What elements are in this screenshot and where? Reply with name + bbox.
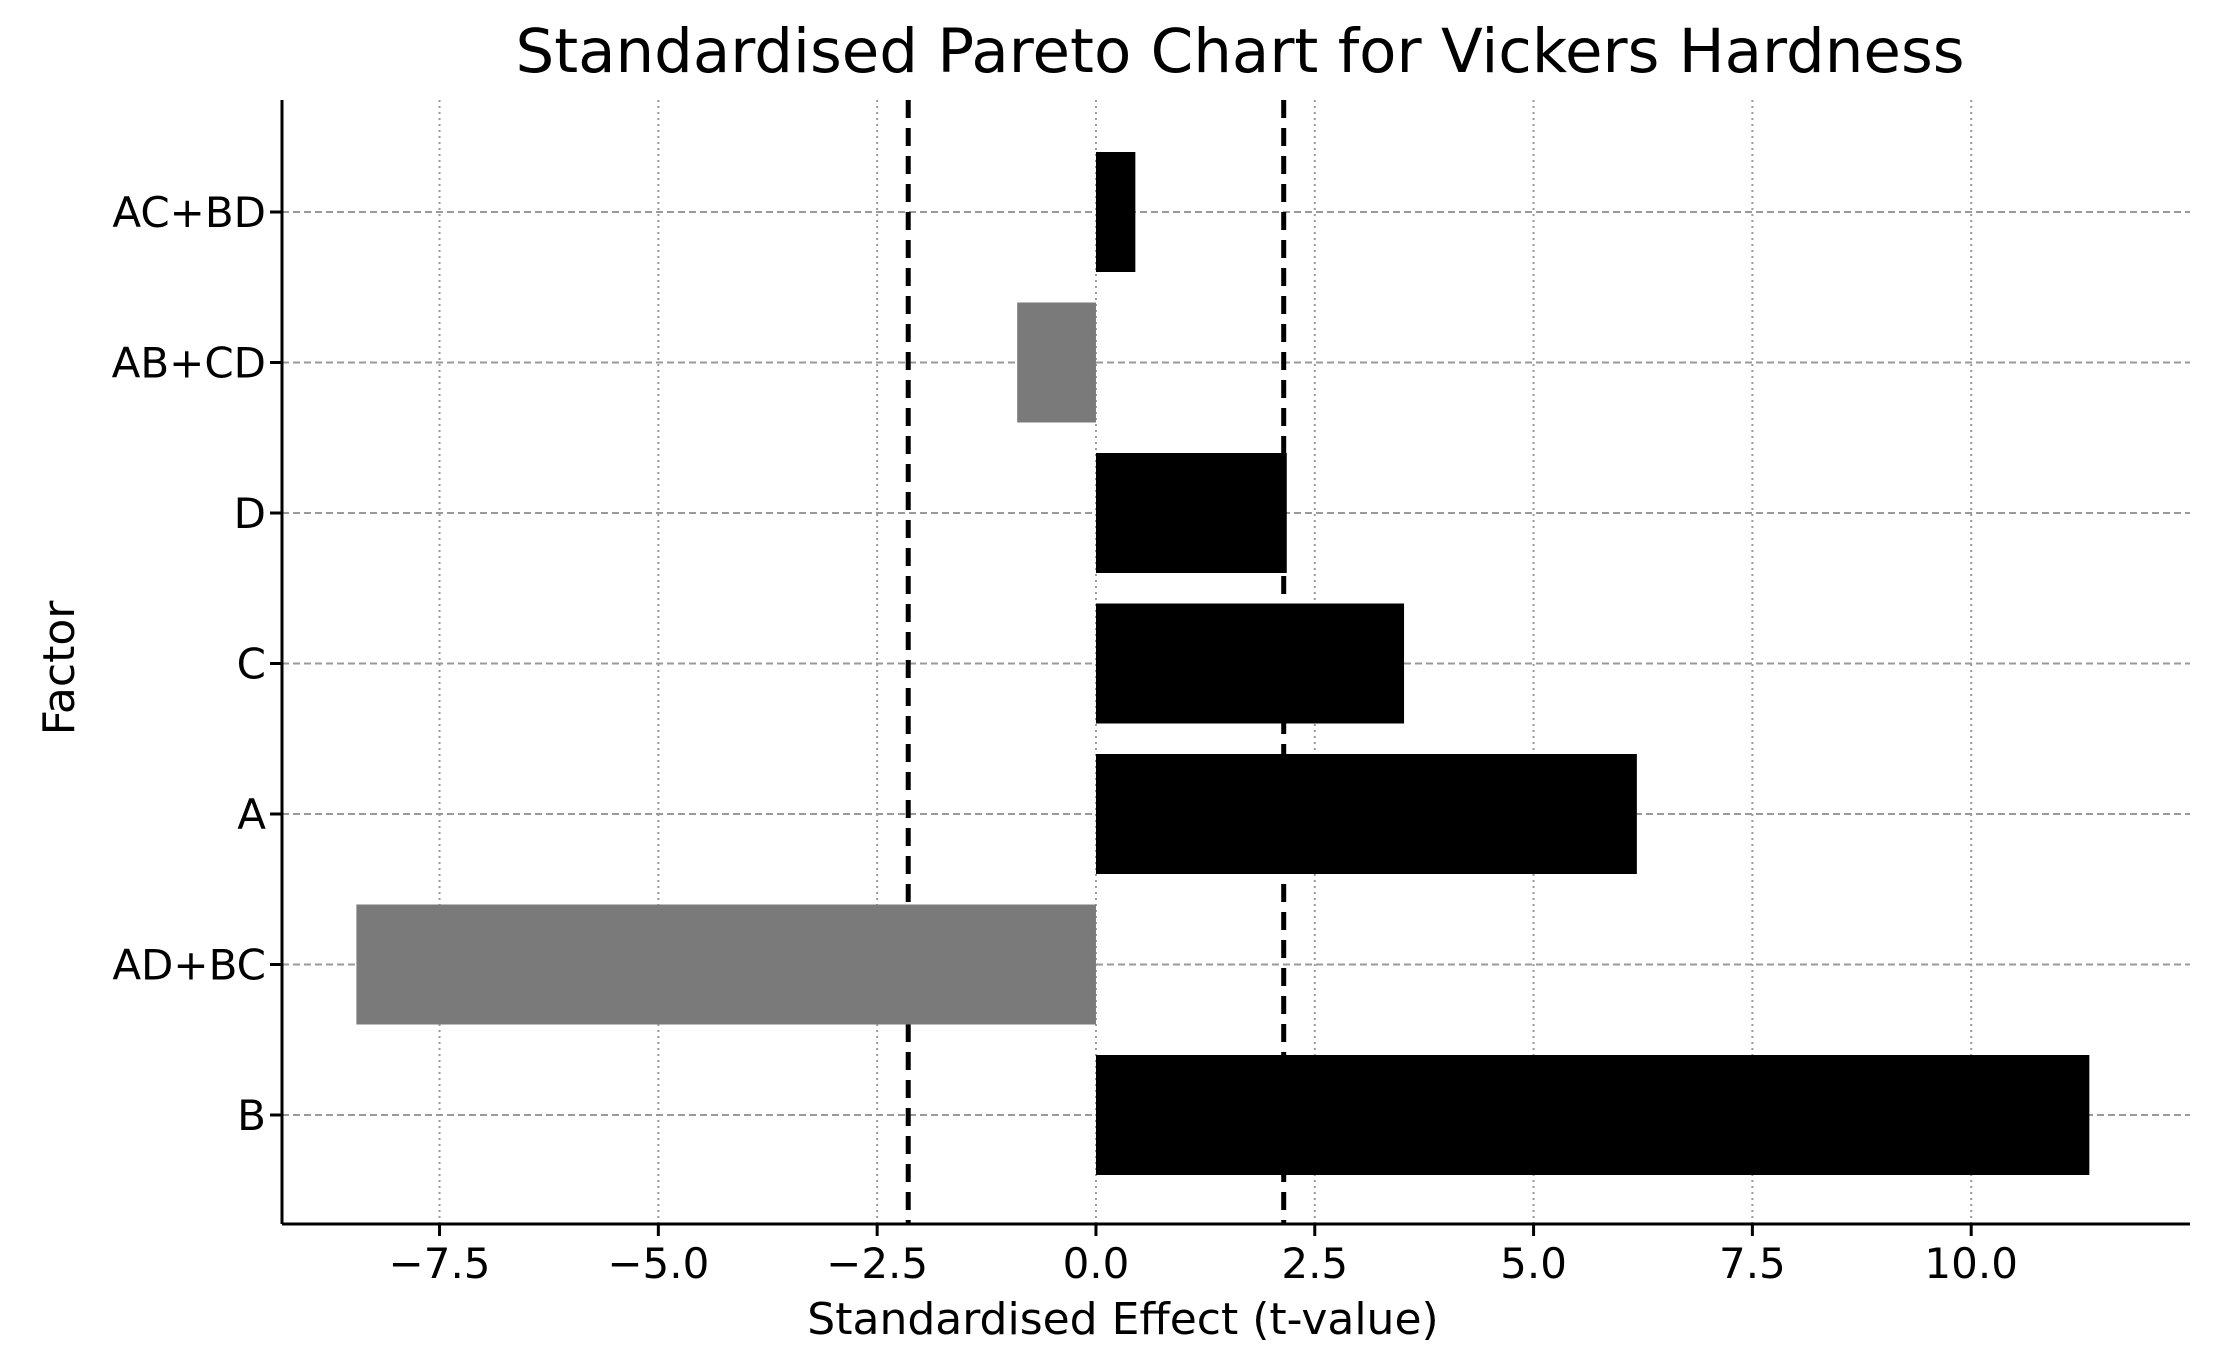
bar-ac-plus-bd (1095, 152, 1136, 272)
y-tick-label: AC+BD (112, 188, 266, 237)
chart-title: Standardised Pareto Chart for Vickers Ha… (515, 16, 1964, 87)
x-tick-label: 0.0 (1063, 1239, 1130, 1288)
y-tick-label: B (237, 1091, 266, 1140)
x-axis-label: Standardised Effect (t-value) (807, 1294, 1438, 1345)
tick-labels: −7.5 −5.0 −2.5 0.0 2.5 5.0 7.5 10.0 B AD+BC A C D AB+… (112, 188, 2018, 1288)
x-tick-label: 2.5 (1281, 1239, 1348, 1288)
x-tick-label: 10.0 (1924, 1239, 2018, 1288)
y-tick-label: C (237, 640, 266, 689)
axes (270, 100, 2190, 1236)
bar-a (1095, 754, 1637, 874)
y-tick-label: A (237, 790, 266, 839)
bar-ab-plus-cd (1017, 302, 1096, 423)
y-tick-label: AD+BC (112, 941, 266, 990)
x-tick-label: 7.5 (1719, 1239, 1786, 1288)
x-tick-label: −5.0 (607, 1239, 709, 1288)
x-tick-label: −7.5 (389, 1239, 491, 1288)
x-tick-label: 5.0 (1500, 1239, 1567, 1288)
bar-c (1095, 603, 1405, 724)
bar-b (1095, 1055, 2090, 1175)
bar-d (1095, 453, 1287, 573)
y-tick-label: D (234, 489, 266, 538)
y-tick-label: AB+CD (112, 339, 266, 388)
bars (356, 152, 2090, 1175)
x-tick-label: −2.5 (826, 1239, 928, 1288)
y-axis-label: Factor (34, 600, 85, 736)
bar-ad-plus-bc (356, 904, 1096, 1025)
